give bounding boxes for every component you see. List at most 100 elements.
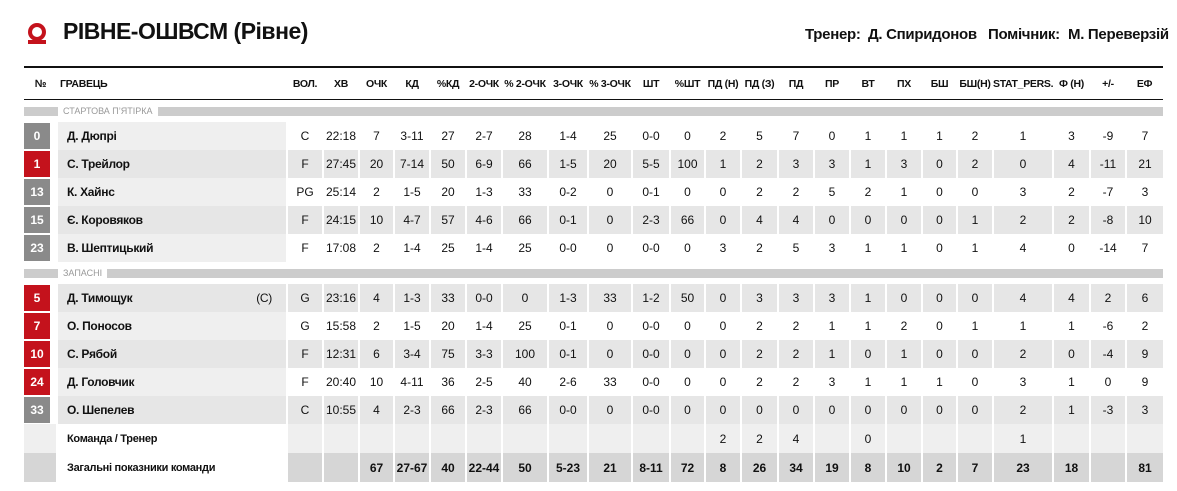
stat-cell: 1 [885,368,922,396]
stat-cell: 1 [992,122,1053,150]
stat-cell: 3 [813,150,850,178]
stat-cell: 7 [956,453,993,482]
stat-cell: 33 [587,368,632,396]
stat-cell: 36 [429,368,466,396]
stat-cell: 0-1 [631,178,670,206]
stat-cell [1052,424,1090,453]
assistant-name: М. Переверзій [1068,26,1169,43]
player-row: 15 Є. Коровяков F 24:15 10 4-7 57 4-6 66 0-1 0 2-3 6… [24,206,1163,234]
stat-cell: 10:55 [322,396,359,424]
stat-cell: 15:58 [322,312,359,340]
stat-cell: 1-5 [393,178,430,206]
player-name: К. Хайнс [67,185,115,199]
coach-label: Тренер: [805,26,861,43]
stat-cell: 25 [429,234,466,262]
stat-cell: 2 [992,340,1053,368]
column-header: ОЧК [359,66,394,100]
stat-cell: F [286,368,323,396]
stat-cell: 3 [777,150,814,178]
stat-cell: 0 [921,312,957,340]
column-header: № [24,66,57,100]
column-header: ВОЛ. [287,66,323,100]
stat-cell: 0 [921,178,957,206]
number-cell: 23 [24,234,57,262]
stat-cell: F [286,150,323,178]
stat-cell: 0 [587,178,632,206]
stat-cell: 2 [777,312,814,340]
stat-cell [669,424,705,453]
stat-cell: 100 [501,340,548,368]
stat-cell: 0-0 [547,234,588,262]
stat-cell [286,453,323,482]
stat-cell: 0-0 [631,234,670,262]
stat-cell [1089,424,1126,453]
stat-cell: 2 [358,178,394,206]
stat-cell: 0 [1052,340,1090,368]
stat-cell: 2 [992,396,1053,424]
stat-cell: 2 [358,312,394,340]
stat-cell: 3 [992,178,1053,206]
stat-cell: 0 [704,340,741,368]
stat-cell: 0 [956,368,993,396]
stat-cell: 4 [777,424,814,453]
stat-cell: -9 [1089,122,1126,150]
stat-cell: 66 [501,396,548,424]
stat-cell: 0 [849,206,886,234]
stat-cell: 2 [992,206,1053,234]
stat-cell: 0 [669,234,705,262]
stat-cell: 7 [777,122,814,150]
stat-cell: 57 [429,206,466,234]
stat-cell: 25 [501,312,548,340]
stat-cell: 3 [1125,178,1163,206]
stat-cell: 9 [1125,340,1163,368]
column-header: ПД [778,66,814,100]
stat-cell: 72 [669,453,705,482]
stat-cell: 50 [501,453,548,482]
stat-cell: 10 [358,368,394,396]
column-header: ХВ [323,66,359,100]
logo [28,23,46,44]
stat-cell: 1-3 [465,178,502,206]
stat-cell: 0 [885,206,922,234]
stat-cell: 3-11 [393,122,430,150]
row-name: Загальні показники команди [67,461,216,474]
stat-cell: 1 [885,178,922,206]
stat-cell: 1-3 [393,284,430,312]
stat-cell: 27:45 [322,150,359,178]
stat-cell [587,424,632,453]
stat-cell: 27 [429,122,466,150]
stat-cell: 0-0 [631,312,670,340]
row-name: Команда / Тренер [67,432,158,445]
player-number: 1 [24,151,50,177]
stat-cell: 2 [956,122,993,150]
stat-cell: 2 [885,312,922,340]
stat-cell: 0 [587,206,632,234]
stat-cell: 67 [358,453,394,482]
stat-cell: 2 [1052,206,1090,234]
stat-cell: 1 [885,122,922,150]
player-row: 24 Д. Головчик F 20:40 10 4-11 36 2-5 40 2-6 33 0-0… [24,368,1163,396]
stat-cell: G [286,284,323,312]
player-name-cell: О. Поносов [56,312,287,340]
stat-cell: 2 [704,424,741,453]
stat-cell: 0 [921,150,957,178]
stat-cell: 66 [429,396,466,424]
stat-cell: 0 [501,284,548,312]
stat-cell: G [286,312,323,340]
stat-cell: 0 [669,122,705,150]
stat-cell: 0 [704,396,741,424]
stat-cell: 2-6 [547,368,588,396]
stat-cell: 0 [704,312,741,340]
stat-cell [885,424,922,453]
stat-cell: 0 [849,424,886,453]
stat-cell: 0 [777,396,814,424]
column-header: % 2-ОЧК [502,66,548,100]
stat-cell: 3 [885,150,922,178]
stat-cell: 0 [740,396,778,424]
stat-cell: 1 [921,368,957,396]
stat-cell: 26 [740,453,778,482]
number-cell: 15 [24,206,57,234]
stat-cell: 2-3 [393,396,430,424]
stat-cell: 0 [921,234,957,262]
stat-cell: 0-1 [547,206,588,234]
